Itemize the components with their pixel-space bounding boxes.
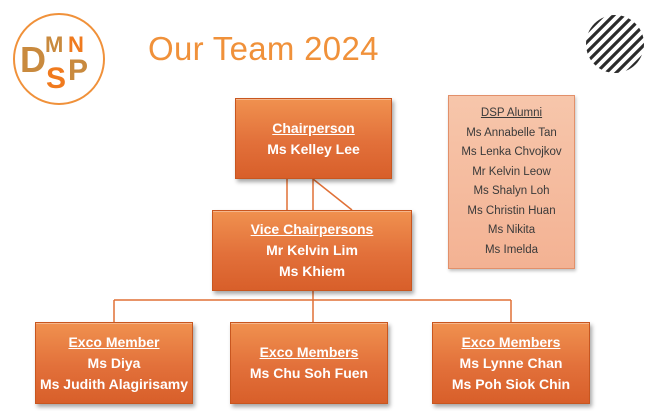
chairperson-role: Chairperson bbox=[272, 119, 355, 136]
vice-name: Ms Khiem bbox=[278, 263, 346, 279]
alumni-member: Ms Lenka Chvojkov bbox=[461, 146, 562, 158]
diagonal-stripes-circle-icon bbox=[586, 15, 644, 73]
alumni-member: Mr Kelvin Leow bbox=[472, 165, 551, 178]
exco-name: Ms Lynne Chan bbox=[459, 354, 563, 371]
alumni-member: Ms Annabelle Tan bbox=[466, 126, 557, 139]
alumni-box: DSP Alumni Ms Annabelle Tan Ms Lenka Chv… bbox=[448, 95, 575, 269]
chairperson-box: Chairperson Ms Kelley Lee bbox=[235, 98, 392, 179]
vice-name: Mr Kelvin Lim bbox=[266, 242, 358, 258]
alumni-member: Ms Christin Huan bbox=[467, 204, 556, 217]
svg-text:D: D bbox=[20, 39, 46, 80]
exco-box-1: Exco Member Ms Diya Ms Judith Alagirisam… bbox=[35, 322, 193, 404]
exco-box-3: Exco Members Ms Lynne Chan Ms Poh Siok C… bbox=[432, 322, 590, 404]
exco-role: Exco Members bbox=[461, 333, 561, 350]
vice-chairpersons-box: Vice Chairpersons Mr Kelvin Lim Ms Khiem bbox=[212, 210, 412, 291]
svg-text:M: M bbox=[45, 32, 63, 57]
connector-chair-vice-diagonal bbox=[312, 178, 353, 211]
alumni-member: Ms Shalyn Loh bbox=[473, 185, 550, 197]
svg-text:S: S bbox=[46, 62, 66, 95]
chairperson-name: Ms Kelley Lee bbox=[267, 140, 360, 157]
alumni-member: Ms Nikita bbox=[487, 224, 536, 236]
dmsp-logo: D M N S P bbox=[13, 13, 105, 105]
exco-name: Ms Judith Alagirisamy bbox=[39, 375, 189, 392]
alumni-member: Ms Imelda bbox=[484, 243, 539, 256]
exco-role: Exco Members bbox=[259, 344, 359, 360]
exco-name: Ms Chu Soh Fuen bbox=[249, 365, 369, 381]
exco-name: Ms Diya bbox=[87, 354, 141, 371]
svg-text:P: P bbox=[68, 54, 88, 87]
exco-name: Ms Poh Siok Chin bbox=[451, 375, 571, 392]
alumni-title: DSP Alumni bbox=[480, 107, 543, 119]
exco-box-2: Exco Members Ms Chu Soh Fuen bbox=[230, 322, 388, 404]
page-title: Our Team 2024 bbox=[148, 30, 379, 67]
vice-role: Vice Chairpersons bbox=[250, 221, 374, 237]
exco-role: Exco Member bbox=[68, 333, 160, 350]
svg-text:N: N bbox=[68, 32, 84, 57]
